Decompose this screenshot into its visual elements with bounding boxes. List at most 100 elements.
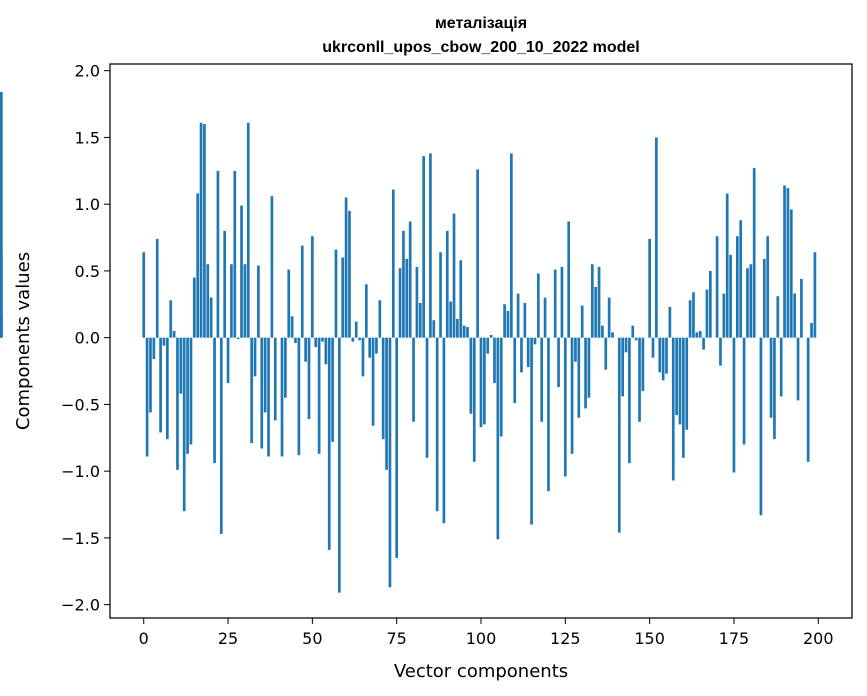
bar [719, 337, 722, 366]
x-axis-label: Vector components [394, 661, 568, 682]
bar [783, 185, 786, 338]
bar [213, 337, 216, 464]
bar [496, 337, 500, 540]
bars-group [0, 92, 817, 593]
bar [348, 210, 351, 338]
bar [402, 230, 405, 338]
bar [412, 337, 415, 422]
bar [722, 293, 726, 338]
x-tick-label: 100 [466, 629, 497, 648]
bar [290, 316, 294, 338]
bar [752, 168, 756, 338]
bar [735, 236, 739, 338]
bar [449, 301, 452, 338]
bar [688, 300, 692, 338]
plot-area-frame [109, 63, 853, 619]
bar [742, 337, 746, 445]
bar [746, 268, 749, 338]
bar [638, 337, 641, 422]
bar [810, 322, 813, 338]
bar [341, 257, 345, 338]
bar [628, 337, 631, 464]
bar [530, 337, 533, 525]
bar [240, 205, 243, 338]
bar [368, 337, 372, 358]
bar [418, 302, 422, 338]
bar [192, 277, 196, 338]
bar [486, 337, 490, 354]
bar [206, 264, 210, 338]
bar [334, 249, 338, 338]
bar [354, 321, 358, 338]
x-axis-ticks: 0 25 50 75 100 125 150 175 200 [139, 618, 834, 648]
bar [624, 337, 628, 353]
bar [388, 337, 392, 588]
bar [749, 264, 753, 338]
bar [361, 337, 365, 377]
bar [506, 310, 510, 338]
bar [769, 337, 773, 418]
x-tick-label: 125 [550, 629, 581, 648]
bar [665, 337, 668, 374]
bar [462, 325, 466, 338]
bar [779, 337, 783, 397]
bar [634, 337, 638, 341]
bar [257, 265, 260, 338]
bar [658, 337, 662, 373]
bar [311, 236, 314, 338]
bar [284, 337, 287, 398]
bar [476, 169, 479, 338]
bar [611, 332, 614, 338]
chart-title: металізація [435, 15, 527, 32]
bar [773, 337, 776, 440]
y-tick-label: −2.0 [61, 596, 100, 615]
bar [391, 189, 395, 338]
bar [429, 153, 432, 338]
bar [762, 258, 766, 338]
bar [233, 170, 237, 338]
x-tick-label: 25 [218, 629, 238, 648]
bar [307, 337, 311, 420]
bar [553, 269, 557, 338]
bar [729, 254, 732, 338]
bar [648, 238, 651, 338]
bar [587, 337, 591, 398]
y-tick-label: 0.5 [75, 262, 100, 281]
bar [246, 122, 250, 338]
bar [243, 264, 247, 338]
bar [617, 337, 621, 533]
bar [270, 196, 274, 338]
bar [260, 337, 264, 449]
bar [503, 304, 506, 338]
bar [655, 137, 658, 338]
bar [398, 268, 402, 338]
bar [327, 337, 331, 550]
bar [671, 337, 675, 481]
bar [297, 337, 301, 456]
bar [321, 337, 324, 342]
bar [567, 221, 571, 338]
bar [364, 284, 368, 338]
bar [766, 236, 770, 338]
bar [513, 337, 517, 404]
y-tick-label: 2.0 [75, 62, 100, 81]
bar [216, 170, 220, 338]
bar [199, 122, 203, 338]
bar [435, 337, 439, 512]
bar [577, 337, 581, 418]
bar [263, 337, 267, 413]
y-tick-label: −1.0 [61, 462, 100, 481]
bar [338, 337, 341, 593]
bar [344, 197, 348, 338]
bar [203, 124, 206, 338]
x-tick-label: 200 [803, 629, 834, 648]
bar [594, 286, 598, 338]
bar [445, 230, 449, 338]
bar [607, 297, 611, 338]
bar [800, 278, 803, 338]
bar [236, 337, 240, 339]
bar [169, 300, 173, 338]
bar [273, 337, 277, 421]
bar [371, 337, 375, 426]
bar [563, 337, 567, 477]
